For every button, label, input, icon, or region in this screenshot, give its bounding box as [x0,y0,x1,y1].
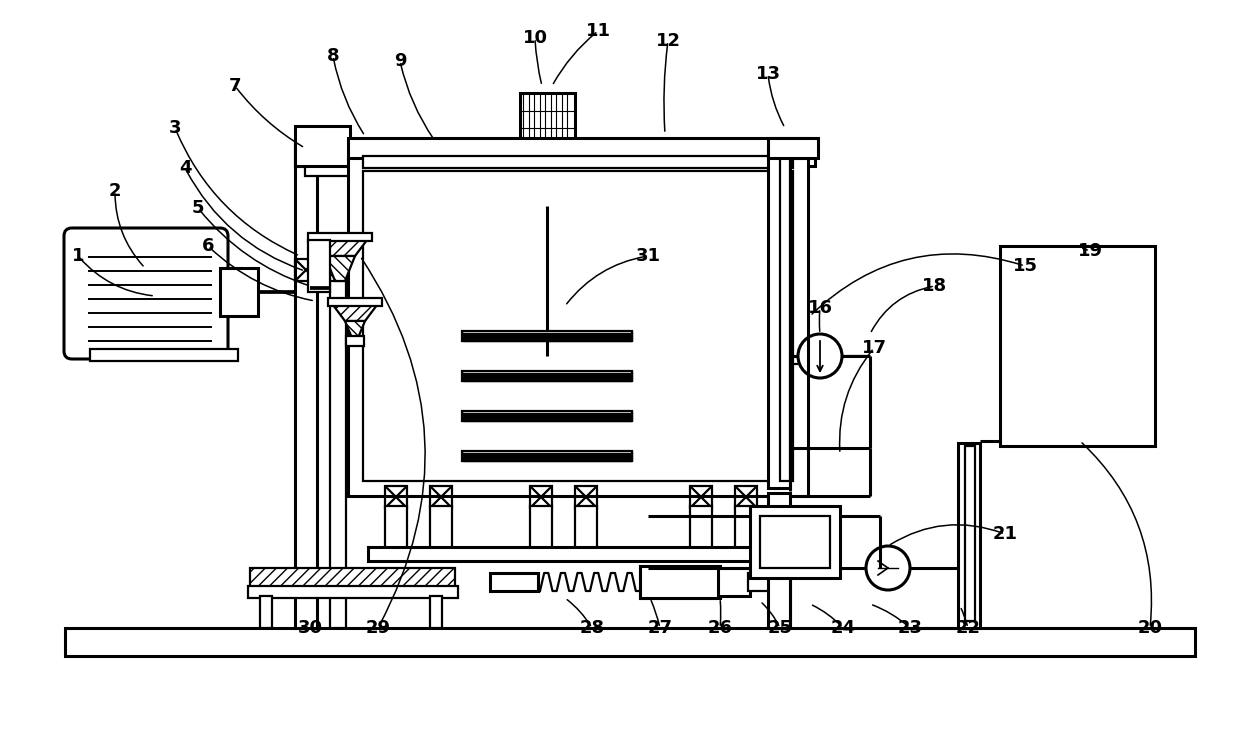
Text: 2: 2 [109,182,122,200]
Text: 17: 17 [862,339,887,357]
Bar [750,506,839,578]
Text: 13: 13 [755,65,780,83]
Bar [490,573,538,591]
Text: 12: 12 [656,32,681,50]
Bar [768,493,790,628]
Bar [91,349,238,361]
Text: 29: 29 [366,619,391,637]
Text: 28: 28 [579,619,605,637]
Text: 21: 21 [992,525,1018,543]
Polygon shape [310,236,370,256]
Bar [325,259,347,281]
Bar [308,240,330,292]
Bar [348,138,808,158]
Text: 10: 10 [522,29,548,47]
Bar [768,138,818,158]
Bar [760,516,830,568]
Text: 6: 6 [202,237,215,255]
Bar [780,156,790,481]
Bar [384,506,407,550]
Text: 19: 19 [1078,242,1102,260]
Bar [529,506,552,550]
Bar [363,171,794,481]
Bar [295,142,815,166]
Bar [575,506,596,550]
Bar [330,248,346,628]
Bar [384,486,407,508]
Bar [999,246,1154,446]
Bar [363,156,794,168]
Bar [689,486,712,508]
Bar [295,138,317,628]
Bar [64,628,1195,656]
Bar [575,486,596,508]
Text: 16: 16 [807,299,832,317]
Bar [735,506,756,550]
Bar [965,446,975,621]
Text: 5: 5 [192,199,205,217]
Bar [346,336,365,346]
Text: 3: 3 [169,119,181,137]
Text: 18: 18 [923,277,947,295]
Bar [748,573,777,591]
Bar [520,93,575,148]
Bar [305,164,805,176]
Text: 11: 11 [585,22,610,40]
Text: 26: 26 [708,619,733,637]
Bar [430,596,441,628]
Bar [250,568,455,588]
Bar [735,486,756,508]
Text: 9: 9 [394,52,407,70]
Bar [463,371,632,381]
Polygon shape [345,321,365,338]
Bar [718,568,750,596]
Text: 1: 1 [72,247,84,265]
Bar [219,268,258,316]
Polygon shape [330,301,379,321]
Text: 24: 24 [831,619,856,637]
Text: 23: 23 [898,619,923,637]
Bar [720,573,750,591]
Bar [768,148,790,488]
Bar [775,161,797,256]
Text: 27: 27 [647,619,672,637]
Bar [463,411,632,421]
Text: 30: 30 [298,619,322,637]
Bar [295,259,317,281]
Bar [775,142,797,166]
Bar [689,506,712,550]
Polygon shape [325,256,355,281]
Bar [430,506,453,550]
Text: 8: 8 [326,47,340,65]
Bar [430,486,453,508]
Bar [348,156,808,496]
Text: 25: 25 [768,619,792,637]
Bar [640,566,720,598]
FancyBboxPatch shape [64,228,228,359]
Text: 4: 4 [179,159,191,177]
Bar [640,566,720,598]
Bar [959,443,980,628]
Bar [463,451,632,461]
Bar [295,126,350,166]
Bar [248,586,458,598]
Bar [308,233,372,241]
Bar [529,486,552,508]
Text: 20: 20 [1137,619,1163,637]
Bar [260,596,272,628]
Text: 22: 22 [956,619,981,637]
Bar [463,331,632,341]
Bar [329,298,382,306]
Text: 15: 15 [1013,257,1038,275]
Bar [368,547,777,561]
Text: 31: 31 [635,247,661,265]
Text: 7: 7 [228,77,242,95]
